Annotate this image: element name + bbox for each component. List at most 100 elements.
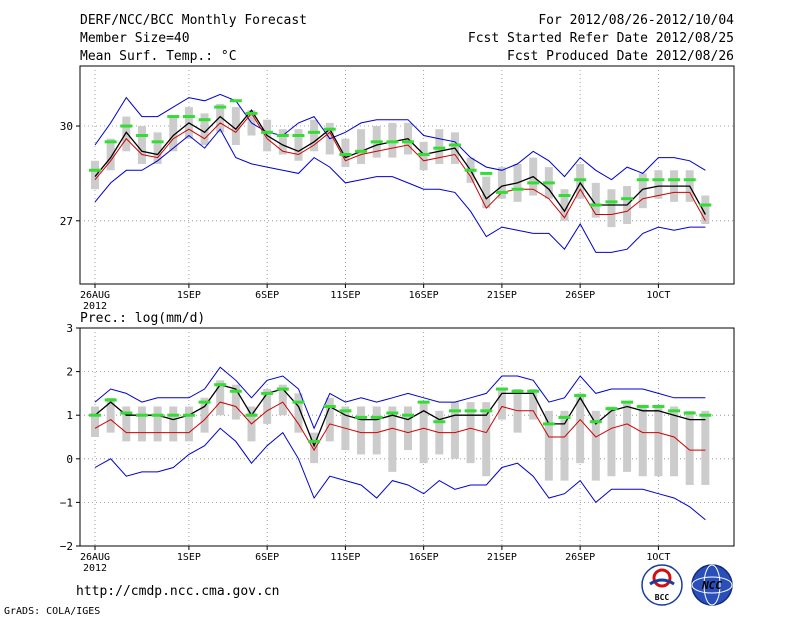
max-line xyxy=(94,93,706,181)
spread-box xyxy=(482,176,491,209)
y-tick-label: 27 xyxy=(60,215,73,228)
x-tick-sublabel: 2012 xyxy=(83,563,107,574)
spread-box xyxy=(106,397,115,433)
x-tick-label: 11SEP xyxy=(330,552,360,563)
spread-box xyxy=(216,380,225,416)
spread-box xyxy=(654,406,663,477)
spread-box xyxy=(278,129,287,155)
spread-box xyxy=(294,393,303,433)
spread-box xyxy=(576,163,585,199)
spread-box xyxy=(357,406,366,455)
spread-box xyxy=(137,126,146,164)
y-tick-label: −2 xyxy=(60,540,73,553)
spread-box xyxy=(497,389,506,420)
spread-box xyxy=(654,170,663,199)
grads-credit: GrADS: COLA/IGES xyxy=(4,606,100,617)
spread-box xyxy=(638,173,647,209)
spread-box xyxy=(122,116,131,152)
spread-box xyxy=(200,113,209,145)
spread-box xyxy=(466,402,475,464)
x-tick-label: 26SEP xyxy=(565,552,595,563)
spread-box xyxy=(341,138,350,168)
mean-line xyxy=(94,383,706,448)
spread-box xyxy=(685,410,694,485)
spread-box xyxy=(450,402,459,459)
ncc-logo: NCC xyxy=(691,564,733,606)
bcc-logo: BCC xyxy=(641,564,683,606)
spread-box xyxy=(404,406,412,451)
spread-box xyxy=(310,432,319,464)
spread-box xyxy=(137,406,146,442)
spread-box xyxy=(560,410,569,481)
spread-box xyxy=(91,160,99,190)
x-tick-label: 16SEP xyxy=(409,290,439,301)
spread-box xyxy=(482,402,491,477)
spread-box xyxy=(294,129,303,161)
spread-box xyxy=(216,103,225,133)
y-tick-label: 1 xyxy=(66,409,73,422)
spread-box xyxy=(576,393,585,464)
spread-box xyxy=(325,397,334,442)
x-tick-label: 21SEP xyxy=(487,552,517,563)
spread-box xyxy=(544,410,553,481)
spread-box xyxy=(497,167,506,199)
y-tick-label: 30 xyxy=(60,120,73,133)
forecast-title: DERF/NCC/BCC Monthly Forecast xyxy=(80,13,307,28)
x-tick-label: 1OCT xyxy=(646,290,670,301)
y-tick-label: 0 xyxy=(66,453,73,466)
spread-box xyxy=(263,389,272,424)
spread-box xyxy=(122,406,131,442)
median-line xyxy=(94,112,706,222)
spread-box xyxy=(670,406,679,477)
spread-box xyxy=(388,122,397,158)
max-line xyxy=(94,366,706,430)
x-tick-label: 26SEP xyxy=(565,290,595,301)
chart-frame xyxy=(79,65,735,285)
spread-box xyxy=(560,189,569,221)
spread-box xyxy=(200,397,209,433)
spread-box xyxy=(607,189,616,228)
min-line xyxy=(94,128,706,253)
ncc-logo-text: NCC xyxy=(701,579,722,592)
x-tick-label: 1SEP xyxy=(177,290,201,301)
spread-box xyxy=(357,129,366,164)
spread-box xyxy=(278,384,287,416)
source-url[interactable]: http://cmdp.ncc.cma.gov.cn xyxy=(76,584,280,599)
spread-box xyxy=(591,182,600,218)
x-tick-label: 6SEP xyxy=(255,552,279,563)
x-tick-label: 1OCT xyxy=(646,552,670,563)
mean-line xyxy=(94,109,706,215)
spread-box xyxy=(106,138,115,171)
spread-box xyxy=(184,406,193,442)
x-tick-label: 1SEP xyxy=(177,552,201,563)
variable-label: Mean Surf. Temp.: °C xyxy=(80,49,237,64)
x-tick-label: 11SEP xyxy=(330,290,360,301)
refer-date: Fcst Started Refer Date 2012/08/25 xyxy=(468,31,734,46)
spread-box xyxy=(623,402,632,472)
y-tick-label: 2 xyxy=(66,366,73,379)
produced-date: Fcst Produced Date 2012/08/26 xyxy=(507,49,734,64)
spread-box xyxy=(372,406,381,455)
spread-box xyxy=(91,406,99,437)
spread-box xyxy=(419,402,428,464)
x-tick-label: 26AUG xyxy=(80,552,110,563)
spread-box xyxy=(638,406,647,477)
spread-box xyxy=(435,129,444,164)
precip-chart-title: Prec.: log(mm/d) xyxy=(80,311,205,326)
bcc-logo-text: BCC xyxy=(655,593,670,602)
spread-box xyxy=(591,410,600,481)
spread-box xyxy=(419,141,428,171)
spread-box xyxy=(169,406,178,442)
spread-box xyxy=(529,389,538,420)
x-tick-label: 26AUG xyxy=(80,290,110,301)
x-tick-label: 6SEP xyxy=(255,290,279,301)
member-size-label: Member Size=40 xyxy=(80,31,190,46)
spread-box xyxy=(701,195,710,224)
median-line xyxy=(94,401,706,452)
x-tick-label: 21SEP xyxy=(487,290,517,301)
spread-box xyxy=(153,406,162,442)
spread-box xyxy=(701,410,710,485)
y-tick-label: 3 xyxy=(66,322,73,335)
